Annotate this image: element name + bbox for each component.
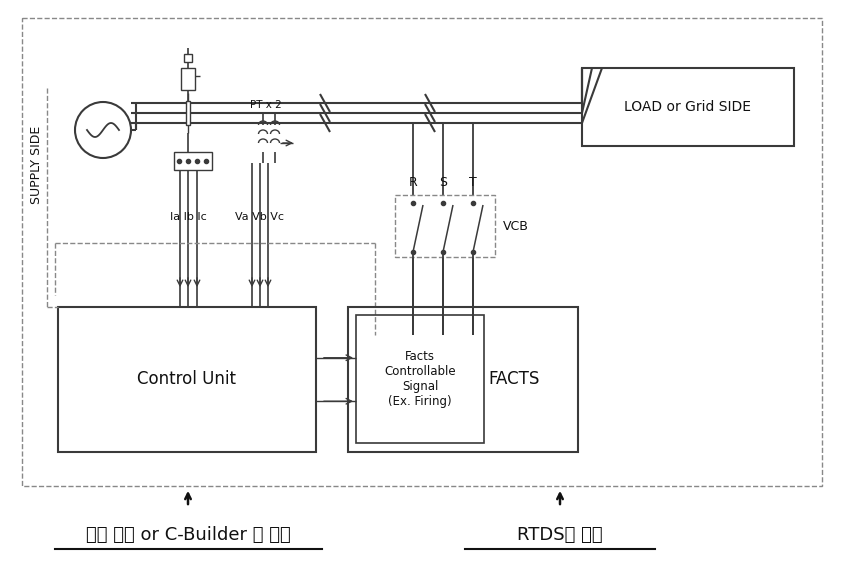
Text: 실제 제작 or C-Builder 로 구현: 실제 제작 or C-Builder 로 구현 bbox=[86, 526, 291, 544]
Text: Control Unit: Control Unit bbox=[138, 370, 236, 388]
Bar bbox=[181, 68, 195, 90]
Text: Facts
Controllable
Signal
(Ex. Firing): Facts Controllable Signal (Ex. Firing) bbox=[384, 350, 456, 408]
Bar bbox=[184, 54, 192, 62]
Text: LOAD or Grid SIDE: LOAD or Grid SIDE bbox=[625, 100, 751, 114]
Bar bbox=[356, 315, 484, 443]
Text: RTDS로 구현: RTDS로 구현 bbox=[517, 526, 603, 544]
Bar bbox=[22, 18, 822, 486]
Text: R: R bbox=[409, 176, 417, 189]
Bar bbox=[395, 195, 495, 257]
Bar bbox=[174, 152, 212, 170]
Text: Va Vb Vc: Va Vb Vc bbox=[235, 212, 285, 222]
Text: Ia Ib Ic: Ia Ib Ic bbox=[170, 212, 207, 222]
Text: S: S bbox=[439, 176, 447, 189]
Text: FACTS: FACTS bbox=[488, 370, 539, 388]
Text: VCB: VCB bbox=[503, 220, 529, 232]
Text: PT x 2: PT x 2 bbox=[250, 100, 282, 110]
Text: SUPPLY SIDE: SUPPLY SIDE bbox=[31, 126, 43, 204]
Text: T: T bbox=[469, 176, 477, 189]
Bar bbox=[186, 101, 190, 125]
Bar bbox=[58, 307, 316, 452]
Bar bbox=[348, 307, 578, 452]
Bar bbox=[582, 68, 794, 146]
